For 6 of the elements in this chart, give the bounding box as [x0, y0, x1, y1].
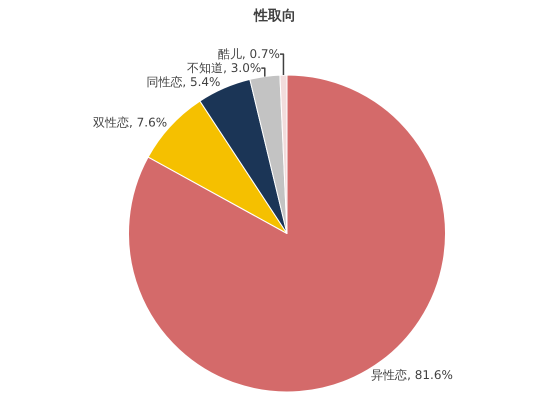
chart-title: 性取向: [253, 8, 296, 24]
slice-label: 同性恋, 5.4%: [146, 75, 220, 90]
slice-label: 不知道, 3.0%: [187, 61, 262, 76]
slice-label: 双性恋, 7.6%: [93, 116, 168, 130]
slice-label: 酷儿, 0.7%: [218, 47, 280, 62]
slice-label: 异性恋, 81.6%: [371, 368, 453, 382]
